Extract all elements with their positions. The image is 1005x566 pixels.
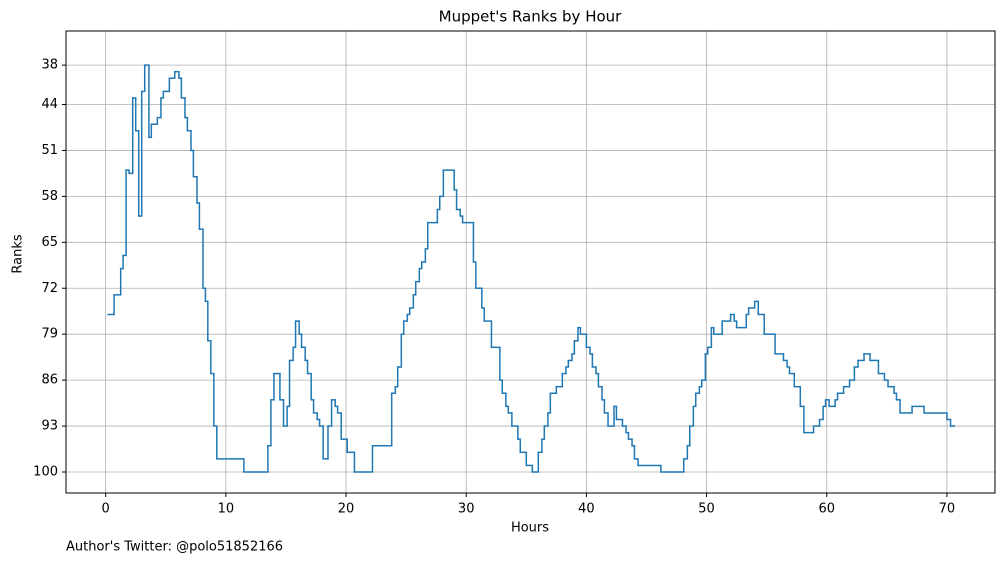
footnote: Author's Twitter: @polo51852166 bbox=[66, 540, 283, 555]
y-tick-label: 86 bbox=[41, 373, 58, 388]
y-tick-label: 79 bbox=[41, 327, 58, 342]
x-tick-label: 40 bbox=[578, 502, 595, 517]
x-axis-label: Hours bbox=[511, 521, 549, 536]
y-tick-label: 51 bbox=[41, 143, 58, 158]
y-tick-label: 44 bbox=[41, 97, 58, 112]
x-tick-label: 10 bbox=[218, 502, 235, 517]
y-tick-label: 38 bbox=[41, 58, 58, 73]
y-tick-label: 72 bbox=[41, 281, 58, 296]
chart-title: Muppet's Ranks by Hour bbox=[439, 8, 622, 26]
y-axis-label: Ranks bbox=[11, 234, 26, 273]
x-tick-label: 0 bbox=[102, 502, 110, 517]
x-tick-label: 30 bbox=[458, 502, 475, 517]
x-tick-label: 70 bbox=[939, 502, 956, 517]
x-tick-label: 50 bbox=[698, 502, 715, 517]
y-tick-label: 93 bbox=[41, 419, 58, 434]
y-tick-label: 65 bbox=[41, 235, 58, 250]
plot-frame bbox=[65, 30, 996, 494]
y-tick-label: 58 bbox=[41, 189, 58, 204]
x-tick-label: 20 bbox=[338, 502, 355, 517]
x-tick-label: 60 bbox=[818, 502, 835, 517]
y-tick-label: 100 bbox=[33, 465, 58, 480]
